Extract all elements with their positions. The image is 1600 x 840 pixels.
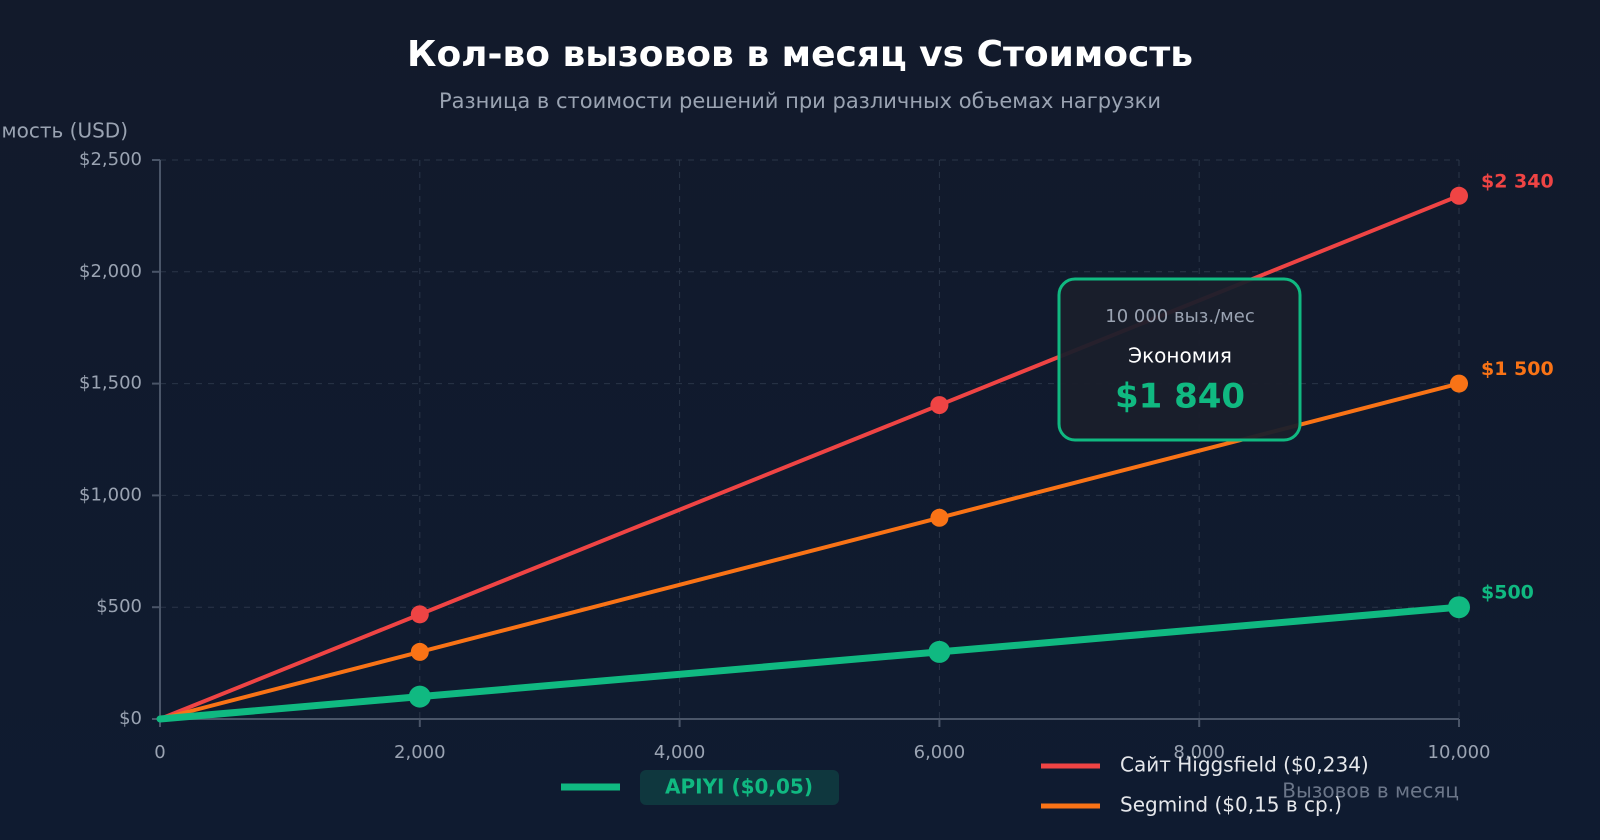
x-tick-label: 0: [154, 742, 165, 763]
legend-label: Сайт Higgsfield ($0,234): [1120, 753, 1369, 777]
data-point: [930, 508, 949, 527]
value-label: $500: [1481, 582, 1534, 604]
series-line: [158, 193, 1461, 721]
y-tick-label: $2,000: [79, 261, 142, 282]
annotation-label: Экономия: [1128, 344, 1232, 368]
data-point: [928, 640, 951, 663]
y-axis-label: Стоимость (USD): [0, 119, 128, 143]
x-tick-label: 4,000: [654, 742, 706, 763]
data-point: [408, 685, 431, 708]
value-label: $2 340: [1481, 170, 1554, 192]
x-axis-label: Вызовов в месяц: [1282, 779, 1459, 803]
chart-subtitle: Разница в стоимости решений при различны…: [439, 89, 1161, 113]
series-line: [158, 381, 1461, 721]
annotation-box: [1057, 277, 1302, 442]
data-point: [1450, 186, 1468, 205]
y-tick-label: $1,000: [79, 484, 142, 505]
y-tick-label: $0: [119, 708, 142, 729]
data-point: [410, 605, 429, 624]
series-line: [156, 603, 1463, 723]
x-tick-label: 6,000: [914, 742, 966, 763]
legend-highlight: [640, 770, 839, 805]
legend-label: Segmind ($0,15 в ср.): [1120, 793, 1342, 817]
annotation-subtitle: 10 000 выз./мес: [1105, 306, 1254, 327]
y-tick-label: $500: [96, 596, 142, 617]
y-tick-label: $1,500: [79, 373, 142, 394]
chart-title: Кол-во вызовов в месяц vs Стоимость: [407, 34, 1193, 75]
value-label: $1 500: [1481, 358, 1554, 380]
y-tick-label: $2,500: [79, 149, 142, 170]
annotation-value: $1 840: [1115, 377, 1245, 417]
legend-label: APIYI ($0,05): [665, 775, 813, 799]
data-point: [930, 396, 949, 415]
x-tick-label: 10,000: [1428, 742, 1491, 763]
x-tick-label: 2,000: [394, 742, 446, 763]
data-point: [1448, 596, 1470, 619]
x-tick-label: 8,000: [1173, 742, 1225, 763]
data-point: [410, 642, 429, 661]
data-point: [1450, 374, 1468, 393]
